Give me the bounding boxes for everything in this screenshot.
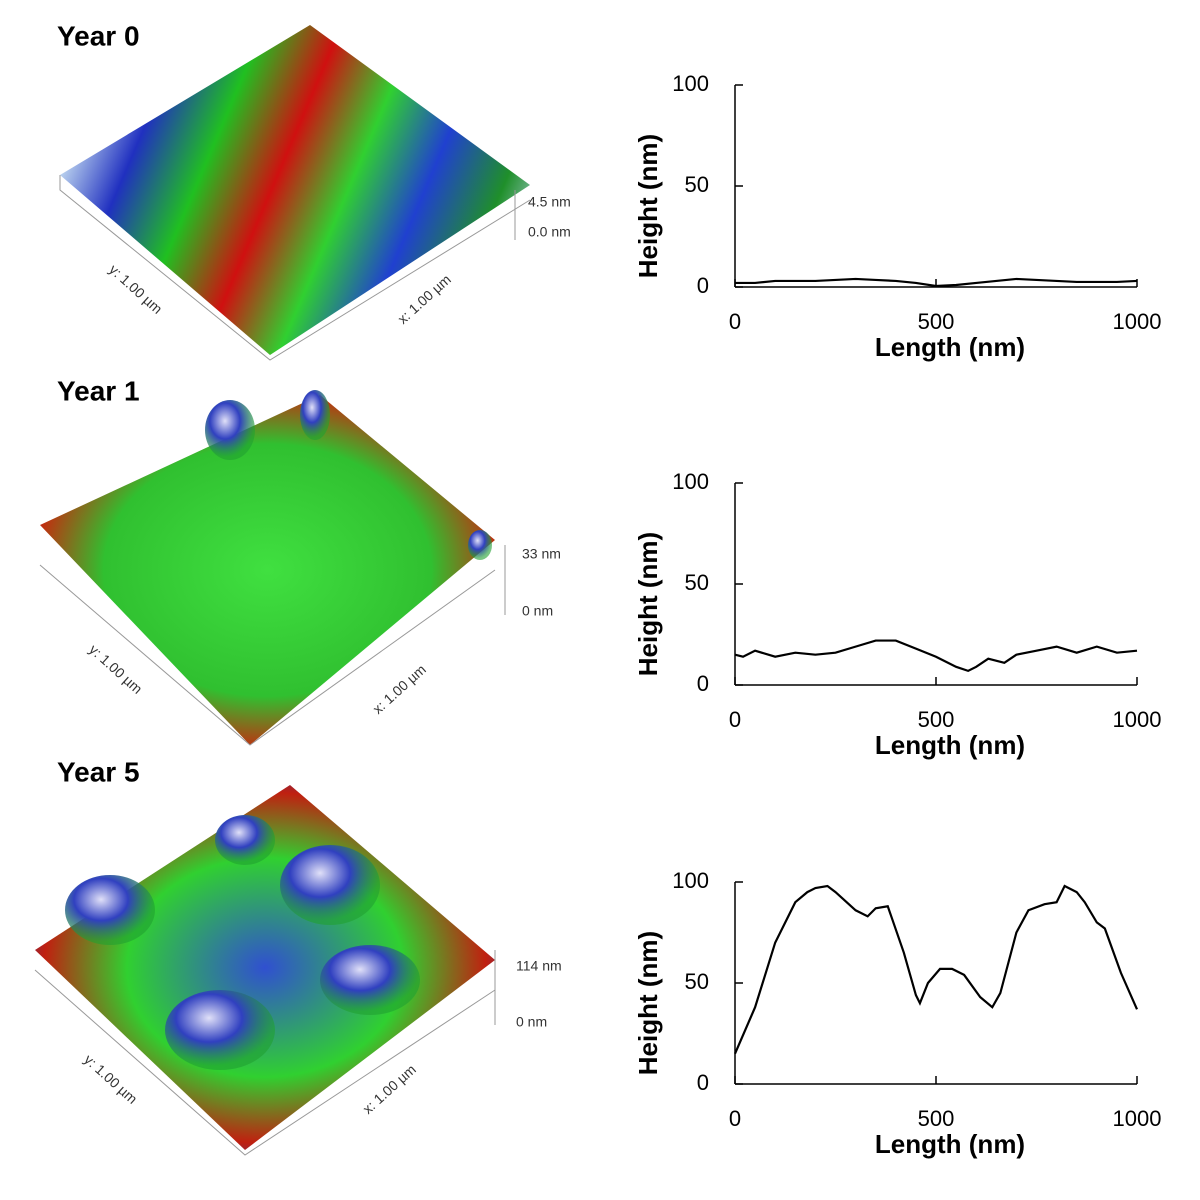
x-tick-label: 1000 xyxy=(1113,1106,1162,1131)
y-tick-label: 100 xyxy=(672,868,709,893)
afm-surface xyxy=(34,25,531,1156)
x-axis-label: x: 1.00 µm xyxy=(359,1061,418,1117)
y-axis-title: Height (nm) xyxy=(633,134,663,278)
x-tick-label: 0 xyxy=(729,309,741,334)
x-tick-label: 1000 xyxy=(1113,707,1162,732)
y-tick-label: 50 xyxy=(685,172,709,197)
z-scale-top: 4.5 nm xyxy=(528,194,571,210)
x-tick-label: 500 xyxy=(918,1106,955,1131)
x-axis-label: x: 1.00 µm xyxy=(394,271,453,327)
x-axis-title: Length (nm) xyxy=(875,1129,1025,1159)
y-axis-title: Height (nm) xyxy=(633,931,663,1075)
z-scale-bottom: 0 nm xyxy=(516,1014,547,1030)
y-tick-label: 0 xyxy=(697,671,709,696)
panel-title: Year 5 xyxy=(57,756,140,787)
y-axis-label: y: 1.00 µm xyxy=(86,641,145,697)
y-tick-label: 0 xyxy=(697,273,709,298)
x-tick-label: 0 xyxy=(729,707,741,732)
y-tick-label: 100 xyxy=(672,469,709,494)
y-axis-label: y: 1.00 µm xyxy=(106,261,165,317)
x-tick-label: 1000 xyxy=(1113,309,1162,334)
panel-title: Year 1 xyxy=(57,375,140,406)
z-scale-top: 114 nm xyxy=(516,958,562,974)
z-scale-bottom: 0 nm xyxy=(522,603,553,619)
x-tick-label: 0 xyxy=(729,1106,741,1131)
y-axis-label: y: 1.00 µm xyxy=(81,1051,140,1107)
y-axis-title: Height (nm) xyxy=(633,532,663,676)
data-line xyxy=(735,277,1138,288)
z-scale-bottom: 0.0 nm xyxy=(528,224,571,240)
data-line xyxy=(733,884,1139,1055)
data-line xyxy=(734,639,1138,673)
y-tick-label: 0 xyxy=(697,1070,709,1095)
z-scale-top: 33 nm xyxy=(522,546,561,562)
y-tick-label: 50 xyxy=(685,570,709,595)
x-tick-label: 500 xyxy=(918,309,955,334)
y-tick-label: 100 xyxy=(672,71,709,96)
x-axis-title: Length (nm) xyxy=(875,730,1025,760)
y-tick-label: 50 xyxy=(685,969,709,994)
x-axis-label: x: 1.00 µm xyxy=(369,661,428,717)
panel-title: Year 0 xyxy=(57,20,140,51)
x-tick-label: 500 xyxy=(918,707,955,732)
x-axis-title: Length (nm) xyxy=(875,332,1025,362)
